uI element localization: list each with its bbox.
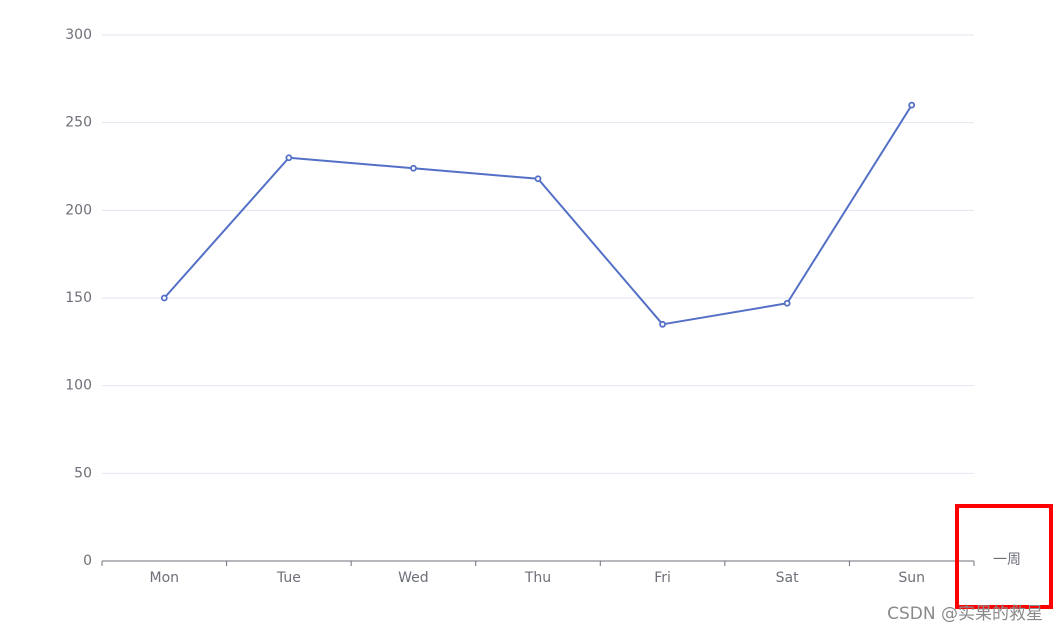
data-point [908,101,916,109]
data-point [410,164,417,172]
y-tick-label: 200 [65,202,92,218]
y-tick-label: 50 [74,465,92,481]
data-point [160,294,168,302]
x-tick-label: Thu [524,570,551,586]
x-tick-label: Mon [150,570,180,586]
y-tick-label: 100 [65,378,92,394]
highlight-box [955,504,1053,609]
x-tick-label: Sun [898,570,925,586]
data-point [285,154,293,162]
x-axis-title: 一周 [993,552,1021,568]
watermark: CSDN @实果的救星 [887,604,1043,624]
y-tick-label: 150 [65,290,92,306]
data-point [534,175,542,183]
data-point [783,299,791,307]
series-line [163,104,913,326]
y-tick-label: 300 [65,27,92,43]
y-tick-label: 0 [83,553,92,569]
data-point [659,320,666,328]
x-tick-label: Sat [776,570,799,586]
y-tick-label: 250 [65,115,92,131]
x-tick-label: Fri [654,570,671,586]
x-tick-label: Tue [276,570,301,586]
x-tick-label: Wed [398,570,429,586]
